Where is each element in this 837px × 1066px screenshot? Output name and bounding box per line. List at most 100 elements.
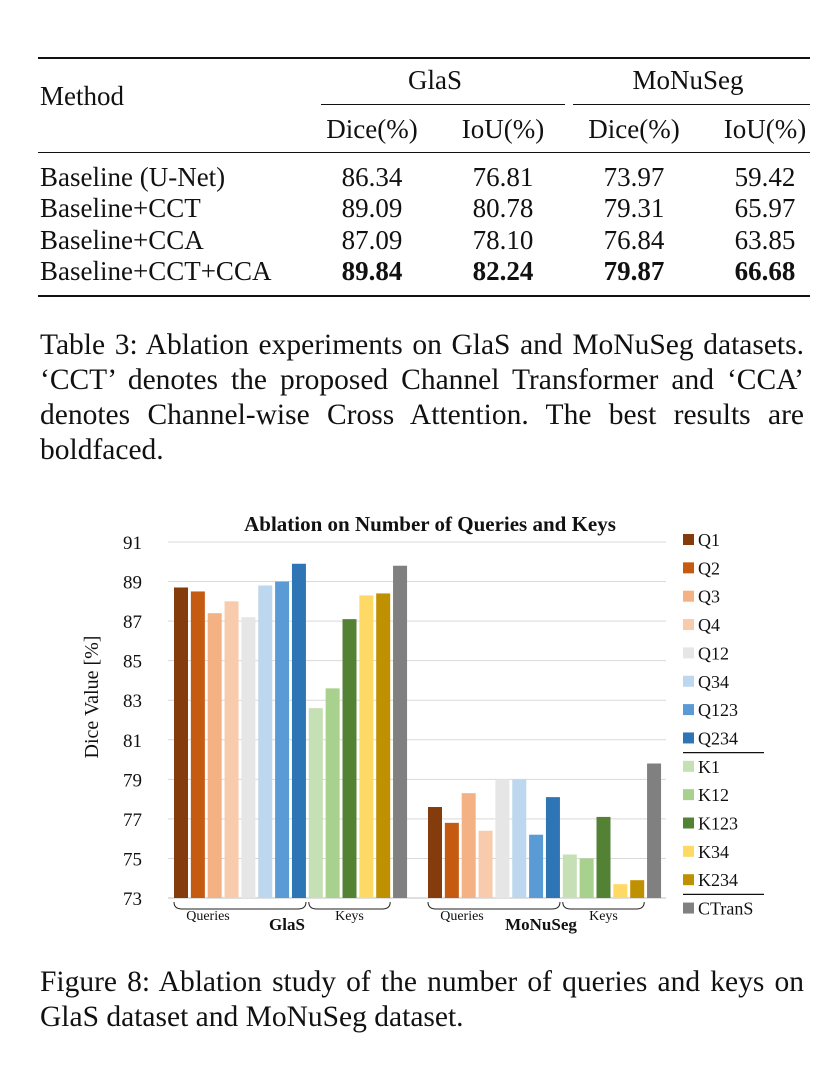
legend-label-k123: K123 [698, 814, 738, 834]
method-header: Method [40, 81, 124, 111]
bar-monuseg-q4 [478, 830, 493, 898]
bar-glas-k123 [342, 619, 357, 898]
bar-glas-q3 [207, 613, 222, 898]
legend-swatch-k234 [683, 874, 694, 886]
bar-monuseg-q123 [529, 834, 544, 898]
dice-header-monuseg: Dice(%) [588, 114, 680, 144]
bars [174, 563, 662, 898]
bar-glas-q4 [224, 601, 239, 898]
bar-glas-k34 [359, 595, 374, 898]
bar-glas-q123 [275, 581, 290, 898]
label-keys-glas: Keys [335, 909, 364, 924]
y-tick-79: 79 [123, 770, 142, 791]
group-underline-left [321, 104, 565, 105]
y-tick-91: 91 [123, 533, 142, 554]
table-caption: Table 3: Ablation experiments on GlaS an… [40, 329, 804, 466]
legend-label-q123: Q123 [698, 700, 738, 720]
legend-label-q3: Q3 [698, 587, 720, 607]
bar-monuseg-k1 [562, 854, 577, 898]
bracket-keys-glas [308, 901, 391, 910]
bracket-queries-glas [173, 901, 307, 910]
row-3-monuseg-iou: 63.85 [734, 225, 796, 255]
iou-header-monuseg: IoU(%) [723, 114, 807, 144]
row-1-glas-dice: 86.34 [341, 162, 403, 192]
row-1-monuseg-dice: 73.97 [603, 162, 665, 192]
label-queries-monuseg: Queries [440, 909, 484, 924]
bar-glas-q234 [291, 563, 306, 898]
glas-header: GlaS [408, 65, 462, 95]
row-4-monuseg-dice: 79.87 [603, 256, 665, 286]
label-queries-glas: Queries [186, 909, 230, 924]
row-2-monuseg-iou: 65.97 [734, 193, 796, 223]
legend-label-q1: Q1 [698, 530, 720, 550]
subgroup-brackets: Queries Keys GlaS Queries Keys MoNuSeg [173, 901, 645, 934]
y-tick-85: 85 [123, 652, 142, 673]
y-tick-75: 75 [123, 849, 142, 870]
category-label-glas: GlaS [269, 915, 305, 934]
legend-swatch-k34 [683, 845, 694, 857]
table-mid-rule [38, 152, 810, 153]
bar-glas-q34 [258, 585, 273, 898]
legend-label-ctrans: CTranS [698, 899, 753, 919]
monuseg-header: MoNuSeg [632, 65, 744, 95]
legend-swatch-k123 [683, 817, 694, 829]
bar-monuseg-q2 [444, 822, 459, 898]
y-tick-77: 77 [123, 810, 142, 831]
bracket-keys-monuseg [562, 901, 645, 910]
legend-swatch-q34 [683, 675, 694, 687]
row-2-glas-dice: 89.09 [341, 193, 403, 223]
bar-monuseg-ctrans [647, 763, 662, 898]
legend-swatch-q123 [683, 704, 694, 716]
row-4-glas-dice: 89.84 [341, 256, 403, 286]
results-table: Method GlaS MoNuSeg Dice(%) IoU(%) Dice(… [38, 57, 810, 307]
figure-caption: Figure 8: Ablation study of the number o… [40, 966, 804, 1033]
bracket-queries-monuseg [427, 901, 561, 910]
legend-label-q2: Q2 [698, 558, 720, 578]
legend-label-q234: Q234 [698, 728, 738, 748]
bar-monuseg-q34 [512, 779, 527, 898]
y-tick-labels: 73 75 77 79 81 83 85 87 89 91 [123, 533, 142, 910]
label-keys-monuseg: Keys [589, 909, 618, 924]
legend-label-k12: K12 [698, 785, 729, 805]
bar-monuseg-k12 [579, 858, 594, 898]
legend-label-q4: Q4 [698, 615, 720, 635]
legend-label-k234: K234 [698, 870, 738, 890]
table-bottom-rule [38, 295, 810, 297]
legend-swatch-q1 [683, 534, 694, 545]
chart-title: Ablation on Number of Queries and Keys [244, 512, 616, 536]
row-1-monuseg-iou: 59.42 [734, 162, 796, 192]
row-2-monuseg-dice: 79.31 [603, 193, 665, 223]
y-tick-73: 73 [123, 889, 142, 910]
legend-swatch-ctrans [683, 902, 694, 914]
legend: Q1 Q2 Q3 Q4 Q12 Q34 Q123 Q234 K1 K12 K123 K34 K234 CT… [683, 530, 764, 919]
bar-monuseg-q1 [428, 807, 442, 898]
row-4-glas-iou: 82.24 [472, 256, 534, 286]
row-method-1: Baseline (U-Net) [40, 162, 226, 192]
legend-swatch-q4 [683, 619, 694, 631]
dice-header-glas: Dice(%) [326, 114, 418, 144]
legend-swatch-q3 [683, 590, 694, 602]
legend-swatch-q2 [683, 562, 694, 574]
row-2-glas-iou: 80.78 [472, 193, 534, 223]
row-3-glas-dice: 87.09 [341, 225, 403, 255]
table-top-rule [38, 57, 810, 59]
legend-label-k1: K1 [698, 757, 720, 777]
bar-glas-ctrans [393, 565, 408, 898]
y-tick-81: 81 [123, 731, 142, 752]
legend-swatch-q12 [683, 647, 694, 659]
y-axis-label: Dice Value [%] [81, 636, 103, 759]
bar-monuseg-q12 [495, 779, 510, 898]
group-underline-right [573, 104, 810, 105]
row-4-monuseg-iou: 66.68 [734, 256, 796, 286]
row-method-2: Baseline+CCT [40, 193, 201, 223]
legend-swatch-k12 [683, 789, 694, 801]
row-1-glas-iou: 76.81 [472, 162, 534, 192]
bar-glas-k1 [308, 708, 323, 898]
bar-glas-q1 [174, 587, 188, 898]
bar-monuseg-q234 [545, 797, 560, 898]
bar-glas-q12 [241, 617, 256, 898]
row-3-glas-iou: 78.10 [472, 225, 534, 255]
row-method-4: Baseline+CCT+CCA [40, 256, 272, 286]
bar-monuseg-k123 [596, 816, 611, 898]
